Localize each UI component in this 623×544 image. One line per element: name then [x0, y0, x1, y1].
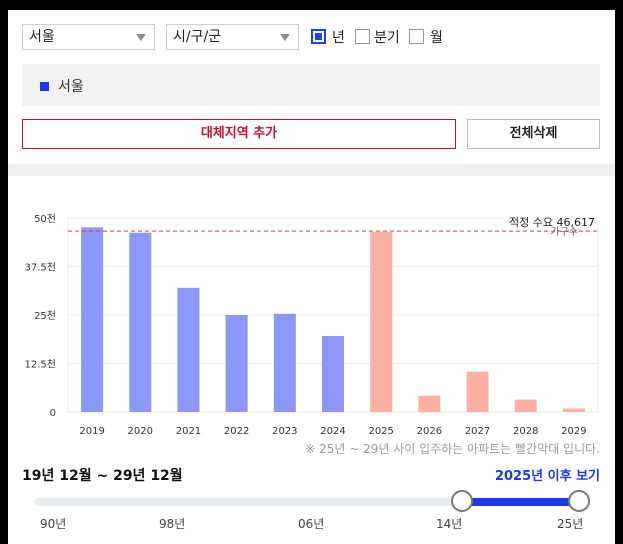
slider-tick-label: 06년 — [298, 517, 325, 531]
region-select[interactable]: 서울 — [22, 24, 155, 50]
bar-2020 — [129, 232, 152, 412]
selected-region-label: 서울 — [58, 79, 84, 95]
y-tick-label: 25천 — [34, 310, 56, 322]
x-tick-label: 2020 — [128, 426, 153, 437]
checkbox-month[interactable] — [409, 29, 424, 44]
chart-note: ※ 25년 ~ 29년 사이 입주하는 아파트는 빨간막대 입니다. — [305, 442, 600, 456]
reference-line-label: 적정 수요 46,617 — [509, 216, 595, 229]
slider-tick-label: 90년 — [40, 517, 67, 531]
bar-2022 — [225, 315, 248, 412]
checkbox-quarter[interactable] — [355, 29, 370, 44]
district-select[interactable]: 시/구/군 — [166, 24, 299, 50]
chevron-down-icon — [280, 34, 290, 41]
district-select-value: 시/구/군 — [173, 29, 222, 45]
slider-track[interactable] — [34, 498, 579, 506]
bar-2028 — [514, 399, 537, 412]
bar-2027 — [466, 371, 489, 412]
supply-bar-chart: 0 12.5천 25천 37.5천 50천 2019 2020 2021 2022 2023 202… — [25, 213, 599, 437]
slider-tick-label: 98년 — [159, 517, 186, 531]
delete-all-button[interactable]: 전체삭제 — [467, 119, 600, 149]
add-alt-region-button[interactable]: 대체지역 추가 — [22, 119, 456, 149]
slider-tick-label: 25년 — [557, 517, 584, 531]
slider-end-handle[interactable] — [568, 490, 590, 512]
x-tick-label: 2019 — [79, 426, 104, 437]
section-divider — [8, 164, 615, 176]
legend-square-icon — [40, 82, 49, 91]
bar-2019 — [81, 227, 104, 412]
reference-line-sublabel: 가구수 — [550, 226, 578, 238]
y-tick-label: 12.5천 — [25, 359, 56, 371]
x-tick-label: 2025 — [368, 426, 393, 437]
x-tick-label: 2028 — [513, 426, 538, 437]
y-tick-label: 0 — [50, 408, 56, 419]
panel: 서울 시/구/군 년 분기 월 서울 대체지역 추가 전체삭제 0 12.5천 25… — [8, 10, 615, 544]
y-tick-label: 37.5천 — [25, 262, 56, 274]
x-tick-label: 2026 — [417, 426, 442, 437]
bar-2023 — [273, 313, 296, 412]
slider-tick-label: 14년 — [436, 517, 463, 531]
selected-region-box: 서울 — [22, 64, 600, 106]
slider-start-handle[interactable] — [451, 490, 473, 512]
checkbox-quarter-label: 분기 — [374, 30, 400, 46]
bar-2026 — [418, 395, 441, 412]
chevron-down-icon — [136, 34, 146, 41]
bar-2029 — [562, 408, 585, 412]
region-select-value: 서울 — [29, 29, 55, 45]
checkbox-year-label: 년 — [332, 30, 345, 46]
checkbox-year[interactable] — [311, 29, 326, 44]
x-tick-label: 2023 — [272, 426, 297, 437]
bar-2024 — [322, 335, 344, 412]
bar-2021 — [177, 287, 200, 412]
x-tick-label: 2029 — [561, 426, 586, 437]
bar-2025 — [370, 231, 393, 412]
y-tick-label: 50천 — [34, 213, 56, 225]
x-tick-label: 2027 — [465, 426, 490, 437]
period-range-text: 19년 12월 ~ 29년 12월 — [22, 468, 183, 484]
after-2025-link[interactable]: 2025년 이후 보기 — [494, 469, 600, 484]
x-tick-label: 2021 — [176, 426, 201, 437]
x-tick-label: 2024 — [320, 426, 345, 437]
slider-selected-range — [461, 498, 578, 506]
x-tick-label: 2022 — [224, 426, 249, 437]
checkbox-month-label: 월 — [430, 30, 443, 46]
